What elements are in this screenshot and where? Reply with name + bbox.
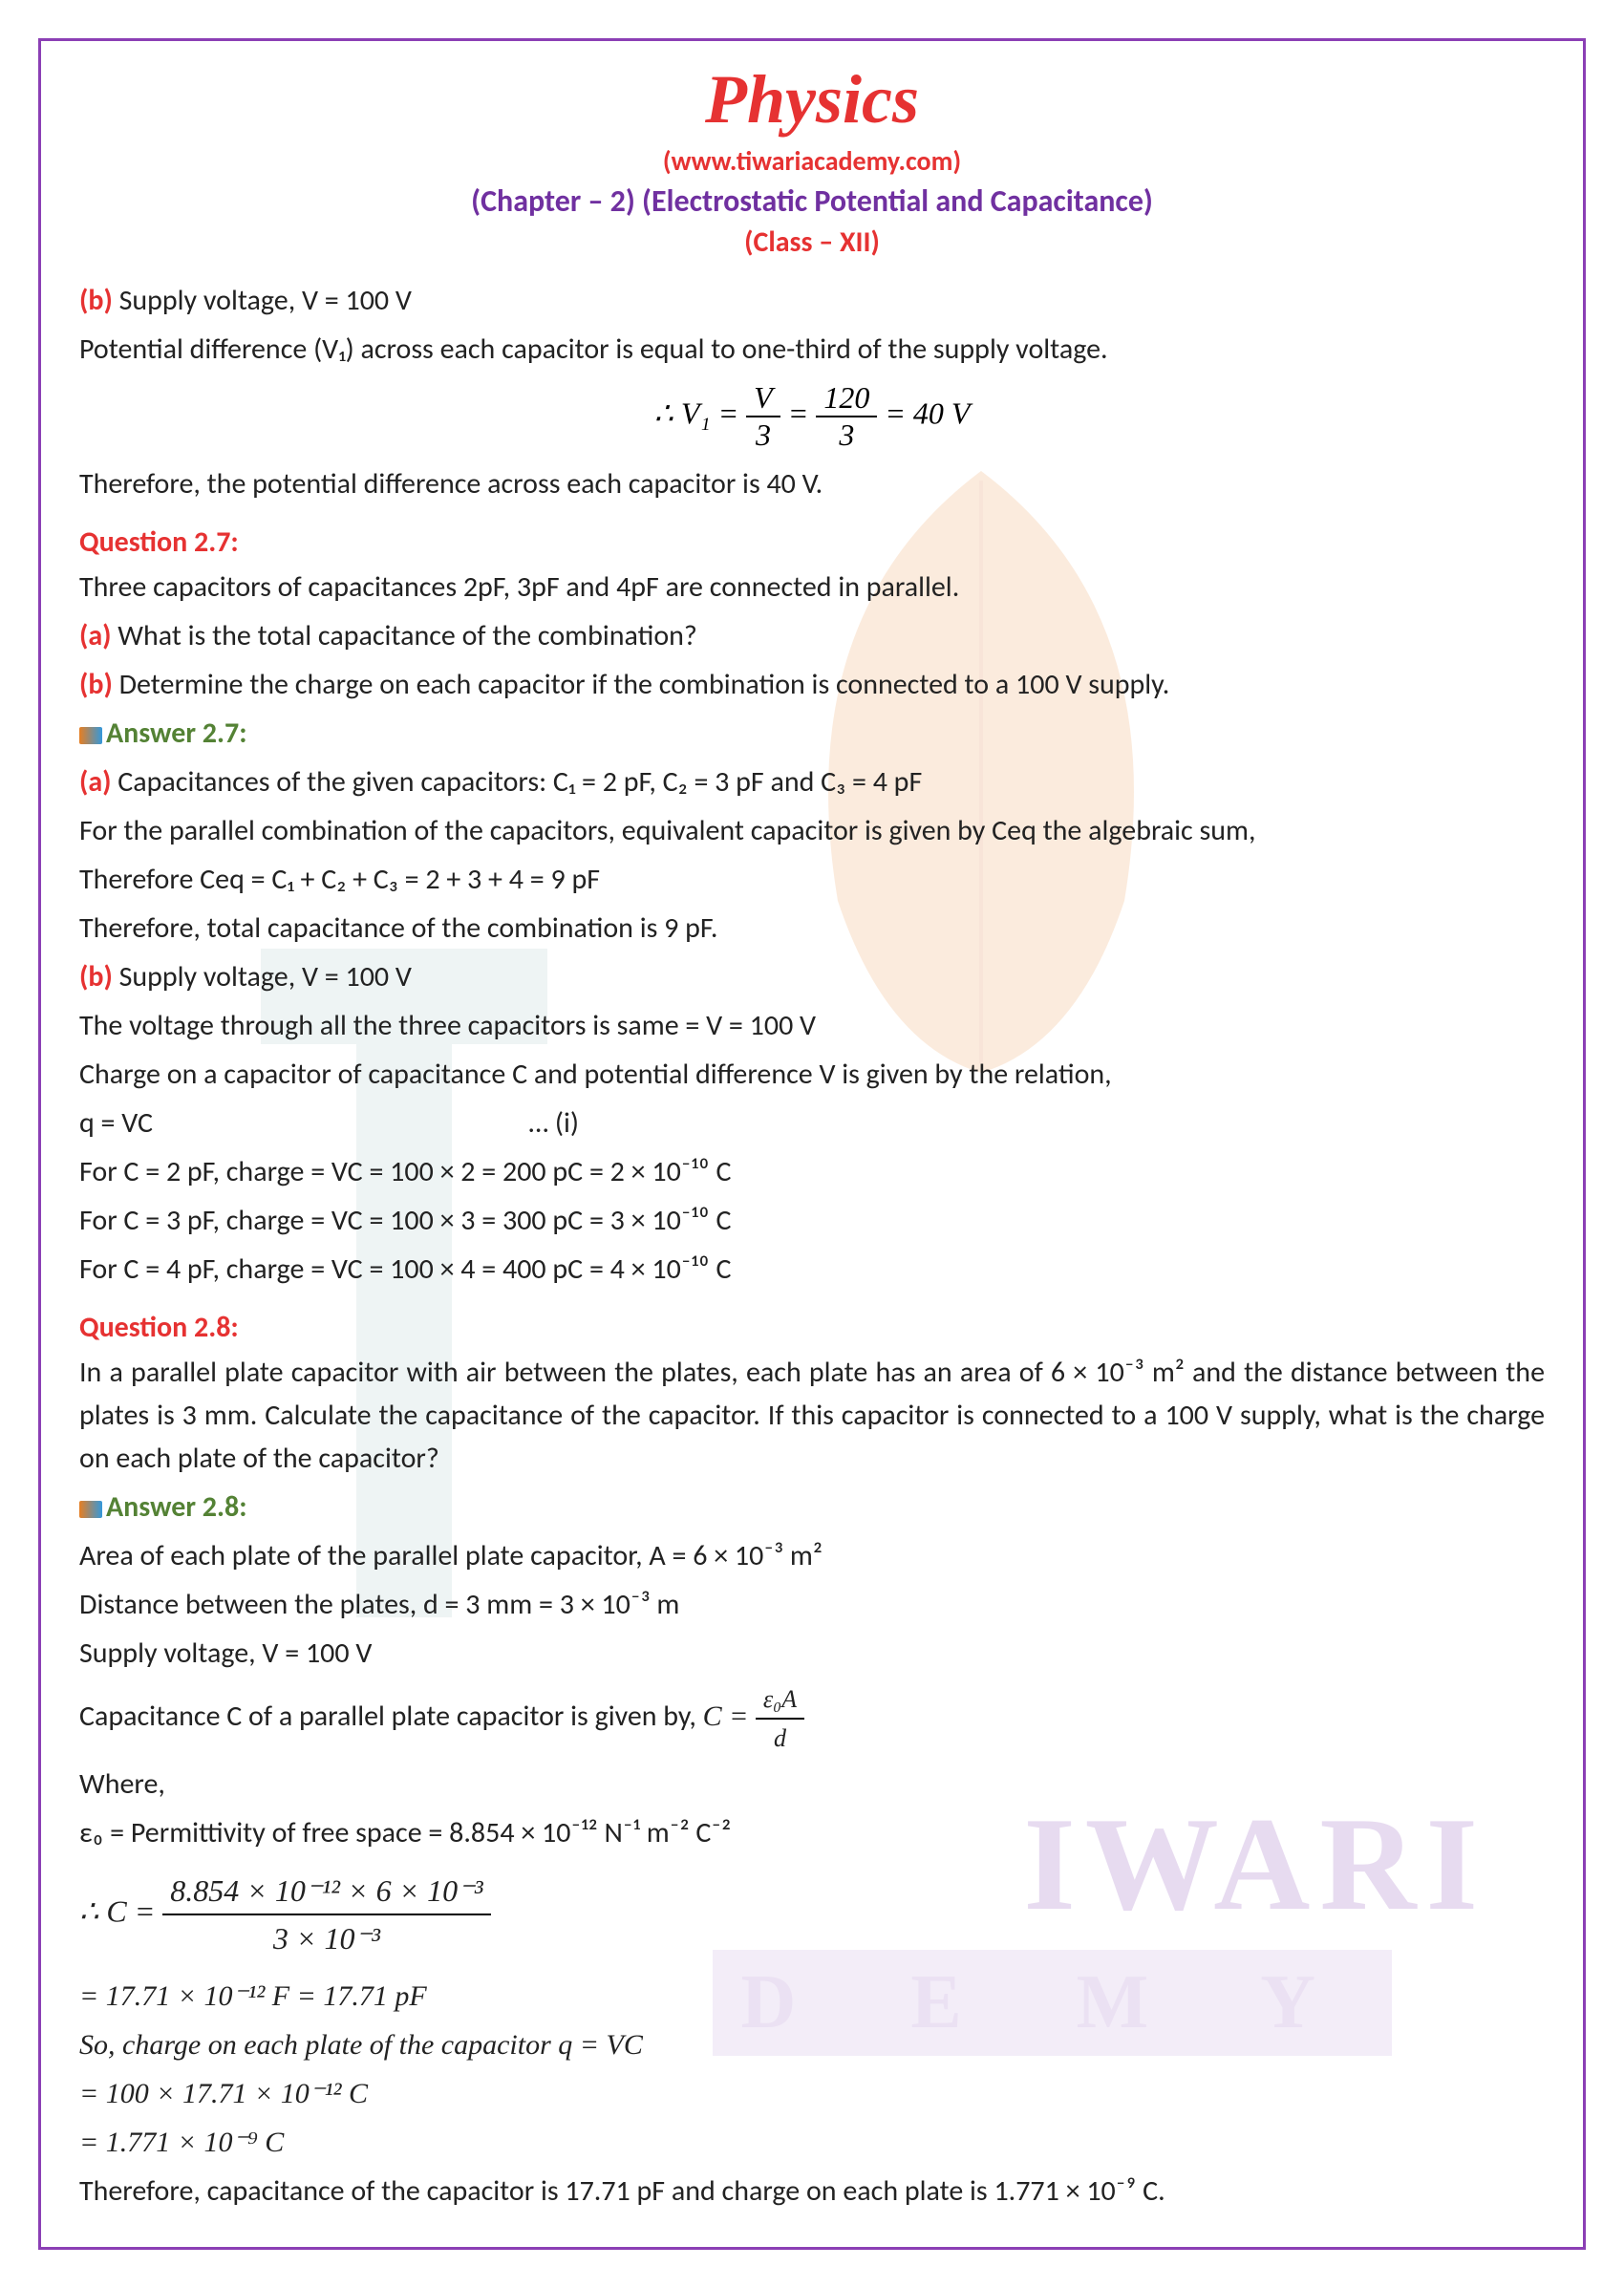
q28-intro: In a parallel plate capacitor with air b… bbox=[79, 1351, 1545, 1480]
formula-v1: ∴ V₁ = V3 = 1203 = 40 V bbox=[79, 380, 1545, 453]
a27-b-line3: Charge on a capacitor of capacitance C a… bbox=[79, 1053, 1545, 1096]
answer-icon bbox=[79, 727, 102, 744]
a27-b-line2: The voltage through all the three capaci… bbox=[79, 1004, 1545, 1047]
eq-sign: = bbox=[788, 396, 817, 430]
a28-line9: So, charge on each plate of the capacito… bbox=[79, 2023, 1545, 2066]
question-2-8-title: Question 2.8: bbox=[79, 1310, 1545, 1345]
a27-a-line3: Therefore Ceq = C₁ + C₂ + C₃ = 2 + 3 + 4… bbox=[79, 858, 1545, 901]
a28-frac-num: 8.854 × 10⁻¹² × 6 × 10⁻³ bbox=[162, 1868, 490, 1915]
question-2-7-title: Question 2.7: bbox=[79, 524, 1545, 560]
a28-line1: Area of each plate of the parallel plate… bbox=[79, 1534, 1545, 1577]
a27-a-line4: Therefore, total capacitance of the comb… bbox=[79, 907, 1545, 950]
class-label: (Class – XII) bbox=[79, 225, 1545, 260]
a28-line3: Supply voltage, V = 100 V bbox=[79, 1632, 1545, 1675]
part-b-label: (b) bbox=[79, 283, 113, 318]
a27-b-line6: For C = 3 pF, charge = VC = 100 × 3 = 30… bbox=[79, 1199, 1545, 1242]
formula-result: = 40 V bbox=[885, 396, 970, 430]
frac-den-2: 3 bbox=[816, 417, 877, 453]
a27-b-line5: For C = 2 pF, charge = VC = 100 × 2 = 20… bbox=[79, 1150, 1545, 1193]
chapter-title: (Chapter – 2) (Electrostatic Potential a… bbox=[79, 182, 1545, 220]
frac-eps-den: d bbox=[756, 1720, 804, 1757]
formula-c-prefix: C = bbox=[703, 1700, 756, 1732]
a28-line5: Where, bbox=[79, 1763, 1545, 1806]
formula-capacitance: C = ε₀Ad bbox=[703, 1700, 804, 1732]
a28-line4: Capacitance C of a parallel plate capaci… bbox=[79, 1680, 1545, 1757]
a28-line12: Therefore, capacitance of the capacitor … bbox=[79, 2170, 1545, 2213]
frac-num: V bbox=[746, 380, 780, 417]
q27-a-text: What is the total capacitance of the com… bbox=[112, 618, 697, 653]
a27-b-text1: Supply voltage, V = 100 V bbox=[113, 959, 412, 994]
answer-2-8-label: Answer 2.8: bbox=[79, 1486, 1545, 1529]
a28-line7: ∴ C = 8.854 × 10⁻¹² × 6 × 10⁻³3 × 10⁻³ bbox=[79, 1868, 1545, 1961]
q27-part-a: (a) What is the total capacitance of the… bbox=[79, 614, 1545, 657]
a27-a-label: (a) bbox=[79, 764, 112, 800]
a27-b-eq: q = VC … (i) bbox=[79, 1105, 579, 1141]
q27-intro: Three capacitors of capacitances 2pF, 3p… bbox=[79, 566, 1545, 609]
a27-b-label: (b) bbox=[79, 959, 113, 994]
a27-a-line1: (a) Capacitances of the given capacitors… bbox=[79, 760, 1545, 803]
a28-line8: = 17.71 × 10⁻¹² F = 17.71 pF bbox=[79, 1975, 1545, 2018]
answer-icon-2 bbox=[79, 1501, 102, 1518]
prev-b-text1: Supply voltage, V = 100 V bbox=[113, 283, 412, 318]
website-link: (www.tiwariacademy.com) bbox=[79, 144, 1545, 178]
frac-den: 3 bbox=[746, 417, 780, 453]
a28-line11: = 1.771 × 10⁻⁹ C bbox=[79, 2121, 1545, 2164]
frac-num-2: 120 bbox=[816, 380, 877, 417]
q27-part-b: (b) Determine the charge on each capacit… bbox=[79, 663, 1545, 706]
frac-eps-num: ε₀A bbox=[756, 1680, 804, 1720]
formula-prefix: ∴ V₁ = bbox=[654, 396, 747, 430]
main-content: Physics (www.tiwariacademy.com) (Chapter… bbox=[79, 60, 1545, 2213]
q27-b-label: (b) bbox=[79, 667, 113, 702]
page-title: Physics bbox=[79, 60, 1545, 139]
prev-b-text2: Potential difference (V₁) across each ca… bbox=[79, 328, 1545, 371]
answer-2-8-text: Answer 2.8: bbox=[106, 1489, 246, 1525]
q27-b-text: Determine the charge on each capacitor i… bbox=[113, 667, 1170, 702]
a28-line2: Distance between the plates, d = 3 mm = … bbox=[79, 1583, 1545, 1626]
a27-b-line4: q = VC … (i) bbox=[79, 1101, 1545, 1144]
prev-b-conclusion: Therefore, the potential difference acro… bbox=[79, 462, 1545, 505]
a28-line7-pre: ∴ C = bbox=[79, 1893, 162, 1928]
a28-line4-pre: Capacitance C of a parallel plate capaci… bbox=[79, 1699, 703, 1734]
a28-line6: ε₀ = Permittivity of free space = 8.854 … bbox=[79, 1811, 1545, 1854]
prev-answer-b: (b) Supply voltage, V = 100 V bbox=[79, 279, 1545, 322]
a27-b-line7: For C = 4 pF, charge = VC = 100 × 4 = 40… bbox=[79, 1248, 1545, 1291]
a27-a-text1: Capacitances of the given capacitors: C₁… bbox=[112, 764, 923, 800]
a27-b-line1: (b) Supply voltage, V = 100 V bbox=[79, 955, 1545, 998]
document-page: IWARI D E M Y Physics (www.tiwariacademy… bbox=[38, 38, 1586, 2250]
q27-a-label: (a) bbox=[79, 618, 112, 653]
a27-a-line2: For the parallel combination of the capa… bbox=[79, 809, 1545, 852]
answer-2-7-label: Answer 2.7: bbox=[79, 712, 1545, 755]
a28-frac-den: 3 × 10⁻³ bbox=[162, 1915, 490, 1961]
answer-2-7-text: Answer 2.7: bbox=[106, 716, 246, 751]
a28-line10: = 100 × 17.71 × 10⁻¹² C bbox=[79, 2072, 1545, 2115]
